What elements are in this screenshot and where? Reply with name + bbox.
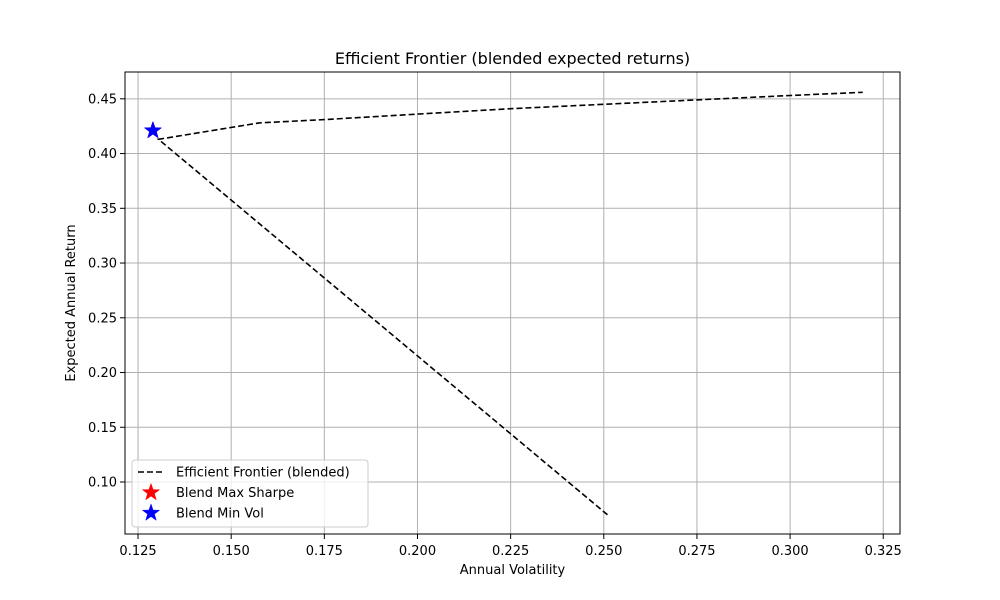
x-axis-label: Annual Volatility [460, 563, 566, 578]
frontier-line [156, 91, 863, 516]
x-tick-label: 0.175 [306, 544, 343, 559]
y-tick-label: 0.20 [88, 366, 117, 381]
x-tick-label: 0.225 [492, 544, 529, 559]
legend: Efficient Frontier (blended) Blend Max Sh… [131, 459, 369, 528]
legend-star-swatch [141, 503, 161, 521]
legend-box [131, 459, 369, 528]
markers [143, 120, 163, 139]
y-tick-label: 0.40 [88, 147, 117, 162]
y-tick-label: 0.25 [88, 311, 117, 326]
ticks: 0.125 0.150 0.175 0.200 0.225 0.250 0.275 0.300… [88, 92, 902, 559]
chart-title: Efficient Frontier (blended expected ret… [335, 49, 690, 68]
plot-area-frame [124, 71, 901, 535]
y-axis-label: Expected Annual Return [64, 224, 79, 381]
x-tick-label: 0.150 [213, 544, 250, 559]
x-tick-label: 0.200 [399, 544, 436, 559]
y-tick-label: 0.30 [88, 257, 117, 272]
x-tick-label: 0.300 [771, 544, 808, 559]
x-tick-label: 0.325 [865, 544, 902, 559]
y-tick-label: 0.35 [88, 202, 117, 217]
x-tick-label: 0.275 [678, 544, 715, 559]
grid [125, 72, 900, 534]
legend-star-swatch [141, 482, 161, 501]
y-tick-label: 0.10 [88, 475, 117, 490]
blend-min-vol-marker [143, 120, 163, 139]
legend-label: Blend Min Vol [176, 507, 264, 522]
x-tick-label: 0.250 [585, 544, 622, 559]
y-tick-label: 0.15 [88, 421, 117, 436]
x-tick-label: 0.125 [119, 544, 156, 559]
legend-label: Blend Max Sharpe [176, 486, 294, 501]
y-tick-label: 0.45 [88, 92, 117, 107]
legend-label: Efficient Frontier (blended) [176, 466, 350, 481]
series [156, 91, 863, 516]
